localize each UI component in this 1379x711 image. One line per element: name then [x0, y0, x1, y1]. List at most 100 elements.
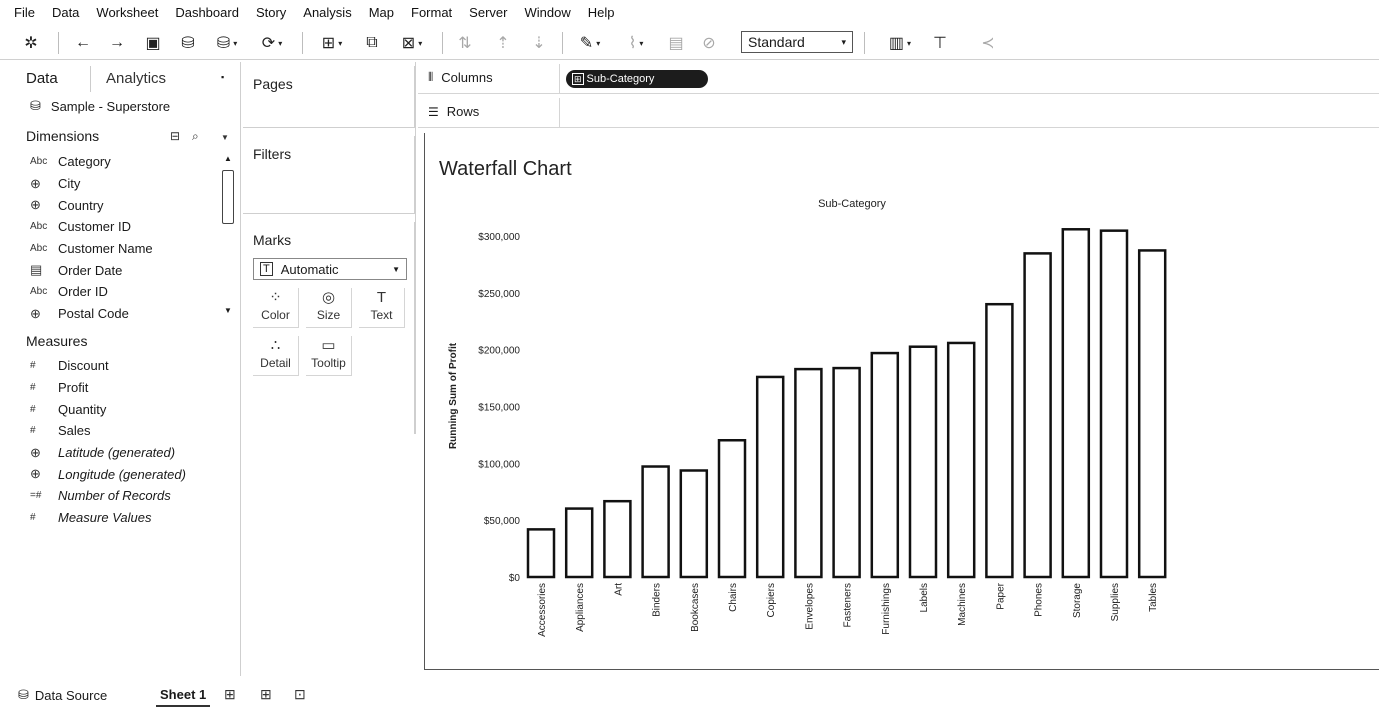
- field-item[interactable]: # Profit: [30, 377, 186, 399]
- bar-mark[interactable]: [526, 528, 556, 579]
- field-label: Profit: [58, 380, 89, 396]
- field-item[interactable]: ⊕ Postal Code: [30, 303, 153, 325]
- bar-mark[interactable]: [679, 469, 709, 579]
- pane-menu-icon[interactable]: ▪: [221, 72, 225, 82]
- chevron-down-icon: ▾: [841, 36, 846, 47]
- bar-mark[interactable]: [1023, 252, 1052, 579]
- menu-help[interactable]: Help: [587, 4, 615, 20]
- view-data-icon[interactable]: ⊟: [170, 129, 181, 143]
- scroll-thumb[interactable]: [222, 170, 234, 224]
- tooltip-label: Tooltip: [311, 356, 346, 370]
- undo-icon[interactable]: ←: [75, 34, 91, 51]
- bar-mark[interactable]: [946, 341, 976, 579]
- menu-window[interactable]: Window: [524, 4, 571, 20]
- bar-mark[interactable]: [908, 345, 938, 579]
- field-item[interactable]: # Discount: [30, 355, 186, 377]
- new-worksheet-icon[interactable]: ⊞ ▾: [321, 35, 343, 52]
- tableau-logo-icon[interactable]: ✲: [24, 35, 38, 52]
- sort-ascending-icon[interactable]: ⇡: [496, 35, 510, 52]
- new-worksheet-icon[interactable]: ⊞: [224, 686, 236, 702]
- scroll-down-icon[interactable]: ▼: [224, 306, 232, 315]
- presentation-mode-icon[interactable]: ⊤: [933, 35, 947, 52]
- search-icon[interactable]: ⌕: [192, 129, 199, 143]
- waterfall-chart[interactable]: Sub-Category Running Sum of Profit $0 $50,0…: [425, 133, 1379, 669]
- sheet-tab[interactable]: Sheet 1: [156, 683, 211, 707]
- field-item[interactable]: Abc Category: [30, 151, 153, 173]
- field-item[interactable]: Abc Customer ID: [30, 216, 153, 238]
- highlight-icon[interactable]: ✎ ▾: [579, 35, 601, 52]
- field-item[interactable]: Abc Order ID: [30, 281, 153, 303]
- field-item[interactable]: ⊕ Latitude (generated): [30, 442, 186, 464]
- bar-mark[interactable]: [641, 465, 670, 579]
- field-item[interactable]: ⊕ City: [30, 173, 153, 195]
- dimensions-scrollbar[interactable]: ▲ ▼: [221, 154, 235, 318]
- detail-button[interactable]: ∴ Detail: [253, 336, 299, 376]
- bar-mark[interactable]: [717, 439, 747, 579]
- redo-icon[interactable]: →: [109, 34, 125, 51]
- menu-server[interactable]: Server: [469, 4, 508, 20]
- bar-mark[interactable]: [564, 507, 594, 579]
- bar-mark[interactable]: [1137, 249, 1167, 579]
- columns-pill[interactable]: ⊞ Sub-Category: [566, 70, 708, 88]
- menu-worksheet[interactable]: Worksheet: [96, 4, 159, 20]
- tab-analytics[interactable]: Analytics: [106, 70, 167, 87]
- worksheet-view[interactable]: Waterfall Chart Sub-Category Running Sum …: [424, 133, 1379, 670]
- field-item[interactable]: ⊕ Country: [30, 194, 153, 216]
- size-button[interactable]: ◎ Size: [306, 288, 352, 328]
- field-item[interactable]: =# Number of Records: [30, 485, 186, 507]
- menu-story[interactable]: Story: [255, 4, 287, 20]
- bar-mark[interactable]: [755, 375, 785, 579]
- field-item[interactable]: ▤ Order Date: [30, 259, 153, 281]
- tab-data[interactable]: Data: [26, 70, 58, 87]
- sort-descending-icon[interactable]: ⇣: [532, 35, 546, 52]
- menu-dashboard[interactable]: Dashboard: [175, 4, 239, 20]
- refresh-icon[interactable]: ⟳ ▾: [261, 35, 283, 52]
- filters-shelf[interactable]: Filters: [243, 136, 415, 214]
- rows-text: Rows: [446, 104, 480, 119]
- field-item[interactable]: # Sales: [30, 420, 186, 442]
- duplicate-sheet-icon[interactable]: ⧉: [366, 34, 378, 51]
- new-datasource-icon[interactable]: ⛁: [181, 35, 195, 52]
- datasource-item[interactable]: ⛁ Sample - Superstore: [30, 98, 170, 114]
- text-button[interactable]: T Text: [359, 288, 405, 328]
- save-icon[interactable]: ▣: [145, 35, 161, 52]
- color-button[interactable]: ⁘ Color: [253, 288, 299, 328]
- x-tick-label: Phones: [1034, 583, 1045, 617]
- new-story-icon[interactable]: ⊡: [294, 686, 306, 702]
- scroll-up-icon[interactable]: ▲: [224, 154, 232, 163]
- bar-mark[interactable]: [794, 367, 823, 579]
- new-dashboard-icon[interactable]: ⊞: [260, 686, 272, 702]
- menu-map[interactable]: Map: [368, 4, 394, 20]
- show-cards-icon[interactable]: ▥ ▾: [888, 35, 912, 52]
- fix-axes-icon[interactable]: ⊘: [702, 35, 716, 52]
- columns-shelf[interactable]: ⦀ Columns: [418, 64, 1379, 94]
- bar-mark[interactable]: [1099, 229, 1129, 579]
- fit-select[interactable]: Standard ▾: [741, 31, 853, 53]
- menu-file[interactable]: File: [14, 4, 35, 20]
- rows-shelf[interactable]: ☰ Rows: [418, 98, 1379, 128]
- tooltip-button[interactable]: ▭ Tooltip: [306, 336, 352, 376]
- labels-icon[interactable]: ▤: [668, 35, 684, 52]
- field-item[interactable]: Abc Customer Name: [30, 238, 153, 260]
- mark-type-select[interactable]: T Automatic ▼: [253, 258, 407, 280]
- field-item[interactable]: ⊕ Longitude (generated): [30, 463, 186, 485]
- group-icon[interactable]: ⌇ ▾: [628, 35, 644, 52]
- bar-mark[interactable]: [603, 499, 632, 579]
- data-source-tab[interactable]: ⛁ Data Source: [18, 687, 107, 703]
- chevron-down-icon[interactable]: ▼: [221, 133, 229, 142]
- clear-sheet-icon[interactable]: ⊠ ▾: [401, 35, 423, 52]
- pages-shelf[interactable]: Pages: [243, 66, 415, 128]
- bar-mark[interactable]: [870, 351, 900, 579]
- bar-mark[interactable]: [985, 302, 1014, 579]
- swap-icon[interactable]: ⇅: [458, 35, 472, 52]
- menu-format[interactable]: Format: [411, 4, 453, 20]
- pause-updates-icon[interactable]: ⛁ ▾: [216, 35, 238, 52]
- share-icon[interactable]: ≺: [981, 35, 995, 52]
- pages-title: Pages: [253, 76, 293, 92]
- field-item[interactable]: # Quantity: [30, 398, 186, 420]
- field-item[interactable]: # Measure Values: [30, 507, 186, 529]
- bar-mark[interactable]: [1061, 228, 1091, 579]
- menu-data[interactable]: Data: [51, 4, 80, 20]
- menu-analysis[interactable]: Analysis: [303, 4, 352, 20]
- bar-mark[interactable]: [832, 366, 861, 579]
